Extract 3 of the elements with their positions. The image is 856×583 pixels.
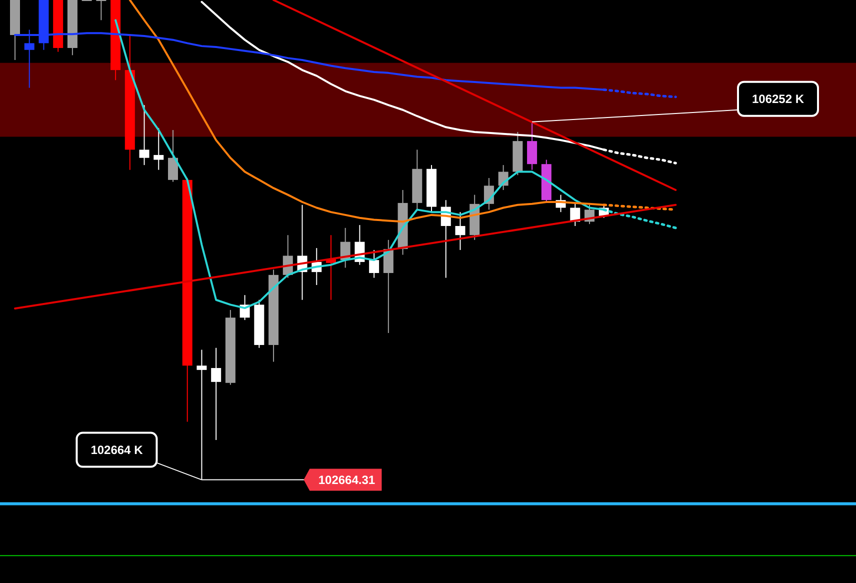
annotation: 102664.31 bbox=[318, 472, 376, 487]
annotation: 102664 K bbox=[90, 442, 144, 457]
text: 106252 K bbox=[752, 92, 804, 106]
